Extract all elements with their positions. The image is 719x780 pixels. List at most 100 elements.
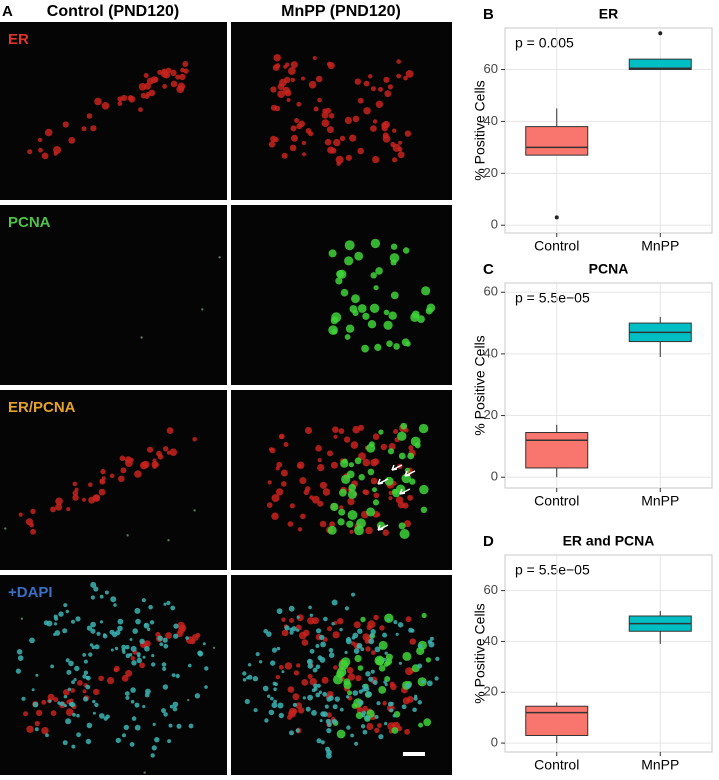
cell <box>374 727 380 734</box>
cell <box>292 708 298 714</box>
cell <box>358 699 364 706</box>
cell <box>357 628 363 634</box>
cell <box>371 650 376 655</box>
cell <box>86 625 92 631</box>
cell <box>296 628 300 632</box>
cell <box>312 667 318 673</box>
cell <box>150 753 155 758</box>
cell <box>169 448 178 457</box>
cell <box>72 481 78 487</box>
cell <box>46 620 53 627</box>
cell <box>289 503 295 509</box>
cell <box>389 253 400 263</box>
cell <box>409 638 416 645</box>
x-tick-label: MnPP <box>641 493 679 509</box>
cell <box>115 630 121 636</box>
cell <box>390 702 394 706</box>
cell <box>342 458 348 464</box>
arrow <box>391 464 403 471</box>
cell <box>312 56 317 60</box>
y-tick-label: 40 <box>484 633 498 648</box>
cell <box>294 118 300 123</box>
cell <box>317 97 322 103</box>
cell <box>332 426 339 434</box>
cell <box>29 637 35 644</box>
cell <box>296 663 301 668</box>
cell <box>301 679 309 686</box>
cell <box>339 627 343 632</box>
cell <box>328 648 334 653</box>
cell <box>349 529 354 534</box>
cell <box>362 458 371 467</box>
cell <box>354 457 362 465</box>
cell <box>357 304 367 313</box>
cell <box>86 722 93 729</box>
cell <box>370 629 376 635</box>
cell <box>321 111 329 119</box>
cell <box>71 744 76 749</box>
cell <box>384 613 394 623</box>
cell <box>135 618 141 625</box>
cell <box>183 68 189 74</box>
cell <box>315 692 321 698</box>
cell <box>362 489 368 495</box>
chart-title: ER <box>599 6 618 22</box>
cell <box>405 70 414 78</box>
cell <box>324 138 332 146</box>
cell <box>17 655 24 661</box>
cell <box>136 657 142 664</box>
cell <box>94 644 100 650</box>
cell <box>397 622 404 628</box>
cell <box>321 119 330 127</box>
cell <box>319 520 327 528</box>
cell <box>292 702 297 708</box>
cell <box>390 141 396 148</box>
cell <box>412 707 417 713</box>
cell <box>338 660 349 670</box>
cell <box>94 702 99 708</box>
cell <box>331 622 335 626</box>
cell <box>350 733 354 738</box>
cell <box>287 521 294 527</box>
cell <box>143 73 149 78</box>
cell <box>347 489 357 499</box>
cell <box>296 123 303 130</box>
cell <box>242 678 247 682</box>
cell <box>98 675 104 682</box>
cell <box>163 446 169 452</box>
cell <box>319 634 325 641</box>
cell <box>357 147 365 155</box>
cell <box>317 500 324 507</box>
cell <box>313 686 318 692</box>
cell <box>289 630 294 635</box>
arrow <box>399 488 411 495</box>
cell <box>55 503 63 511</box>
cell <box>125 695 130 700</box>
cell <box>264 718 269 723</box>
cell <box>275 466 280 471</box>
row-label: ER/PCNA <box>8 399 76 416</box>
cell <box>304 486 311 492</box>
cell <box>281 481 287 487</box>
micrograph <box>0 22 227 200</box>
cell <box>405 341 411 347</box>
cell <box>344 116 352 124</box>
y-tick-label: 60 <box>484 61 498 76</box>
micrograph <box>231 22 452 200</box>
cell <box>372 458 380 466</box>
cell <box>45 733 49 738</box>
annotation: p = 5.5e−05 <box>515 562 590 578</box>
cell <box>323 616 328 622</box>
cell <box>388 496 393 501</box>
cell <box>414 694 418 698</box>
cell <box>37 137 43 143</box>
cell <box>75 616 81 622</box>
cell <box>309 613 314 617</box>
cell <box>281 152 288 159</box>
y-tick-label: 20 <box>484 684 498 699</box>
cell <box>151 662 156 667</box>
cell <box>35 673 39 677</box>
cell <box>420 506 428 513</box>
cell <box>287 686 295 693</box>
cell <box>352 690 359 696</box>
